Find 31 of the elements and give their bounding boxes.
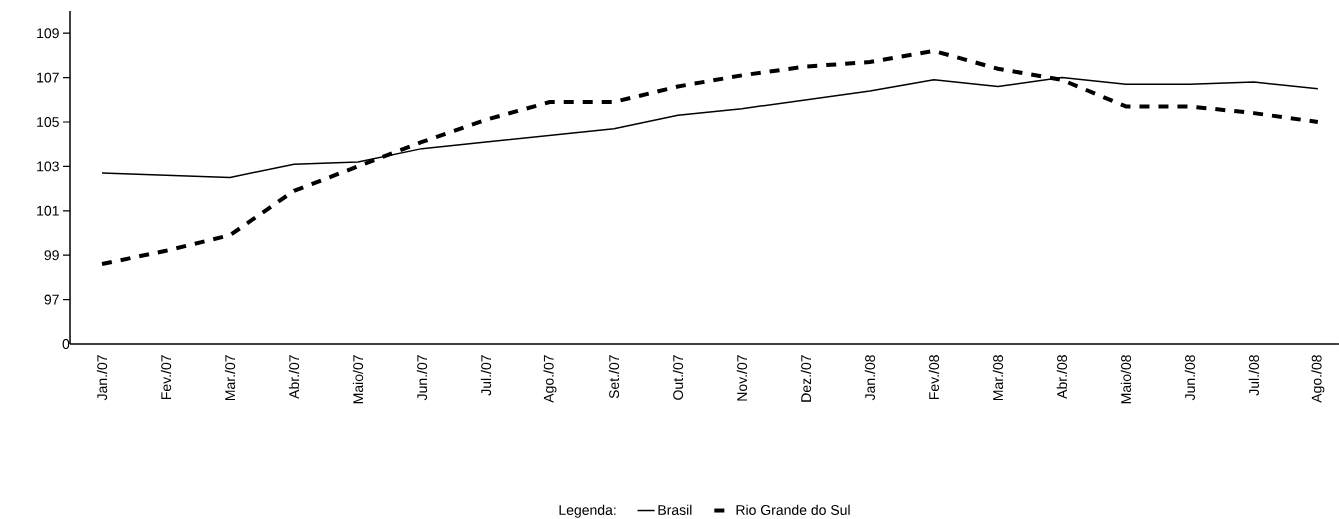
x-tick-label: Abr./07: [288, 355, 300, 399]
x-tick-label: Jul./07: [480, 355, 492, 396]
y-tick-label: 101: [37, 205, 59, 216]
y-tick-label: 103: [37, 161, 59, 172]
x-tick-label: Dez./07: [800, 355, 812, 402]
legend-title: Legenda:: [559, 504, 616, 518]
legend-label: Brasil: [658, 504, 692, 515]
y-tick-label: 105: [37, 117, 59, 127]
x-tick-label: Jun./07: [416, 355, 428, 401]
x-tick-label: Maio/08: [1120, 355, 1132, 404]
x-tick-label: Jan./08: [864, 355, 876, 401]
x-tick-label: Nov./07: [736, 355, 748, 401]
legend-label: Rio Grande do Sul: [736, 504, 850, 515]
x-tick-label: Maio/07: [352, 355, 364, 404]
x-tick-label: Fev./08: [928, 355, 940, 400]
x-tick-label: Mar./08: [992, 355, 1004, 401]
x-tick-label: Jul./08: [1248, 355, 1259, 396]
x-tick-label: Jan./07: [96, 355, 108, 401]
y-tick-label: 99: [44, 250, 59, 261]
x-tick-label: Abr./08: [1056, 355, 1068, 399]
text: 0: [62, 339, 70, 349]
y-tick-label: 109: [37, 28, 59, 39]
x-tick-label: Ago./07: [543, 355, 557, 403]
x-tick-label: Mar./07: [224, 355, 236, 401]
x-tick-label: Fev./07: [160, 355, 172, 400]
x-tick-label: Out./07: [672, 355, 684, 400]
y-tick-label: 107: [37, 72, 59, 83]
x-tick-label: Set./07: [608, 355, 620, 399]
x-tick-label: Jun./08: [1184, 355, 1196, 401]
y-tick-label: 97: [44, 294, 59, 305]
x-tick-label: Ago./08: [1311, 355, 1325, 403]
